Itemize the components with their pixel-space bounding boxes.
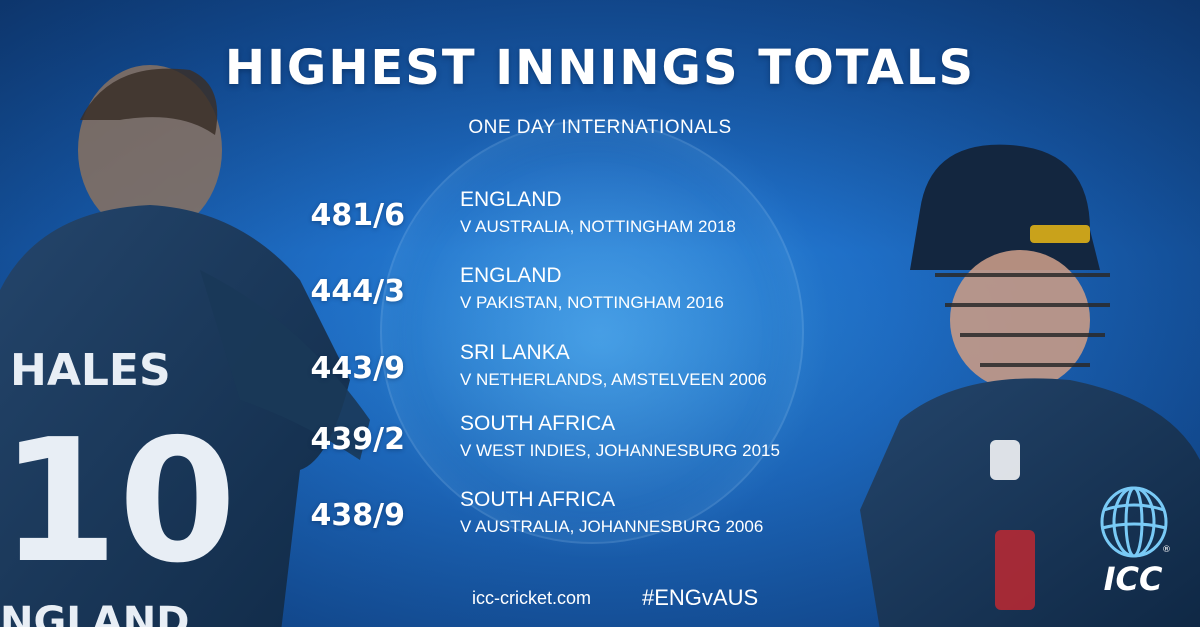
list-item: 438/9 SOUTH AFRICA V AUSTRALIA, JOHANNES…	[0, 486, 1200, 546]
page-title: HIGHEST INNINGS TOTALS	[224, 40, 976, 96]
shirt-name: HALES	[10, 345, 171, 396]
list-item: 481/6 ENGLAND V AUSTRALIA, NOTTINGHAM 20…	[0, 186, 1200, 246]
innings-opponent: V AUSTRALIA, NOTTINGHAM 2018	[460, 217, 736, 236]
innings-team: ENGLAND	[460, 188, 562, 211]
innings-team: ENGLAND	[460, 264, 562, 287]
shirt-team: NGLAND	[0, 599, 189, 627]
player-left-image: HALES 10 NGLAND	[0, 65, 370, 627]
list-item: 439/2 SOUTH AFRICA V WEST INDIES, JOHANN…	[0, 410, 1200, 470]
footer-hashtag: #ENGvAUS	[642, 585, 759, 610]
innings-team: SOUTH AFRICA	[460, 488, 616, 511]
icc-logo-text: ICC	[1103, 560, 1163, 598]
glow-ring	[380, 120, 804, 544]
innings-team: SOUTH AFRICA	[460, 412, 616, 435]
shirt-number: 10	[0, 403, 237, 601]
innings-score: 444/3	[310, 274, 405, 309]
list-item: 443/9 SRI LANKA V NETHERLANDS, AMSTELVEE…	[0, 339, 1200, 399]
innings-opponent: V WEST INDIES, JOHANNESBURG 2015	[460, 441, 780, 460]
icc-globe-logo-icon: ®	[1100, 486, 1171, 558]
player-right-image	[860, 144, 1200, 627]
page-subtitle: ONE DAY INTERNATIONALS	[468, 117, 732, 138]
innings-opponent: V AUSTRALIA, JOHANNESBURG 2006	[460, 517, 764, 536]
svg-text:®: ®	[1162, 545, 1171, 555]
innings-score: 439/2	[310, 422, 405, 457]
innings-team: SRI LANKA	[460, 341, 570, 364]
innings-opponent: V NETHERLANDS, AMSTELVEEN 2006	[460, 370, 767, 389]
innings-score: 481/6	[310, 198, 405, 233]
footer-website-link[interactable]: icc-cricket.com	[472, 588, 592, 608]
innings-score: 438/9	[310, 498, 405, 533]
innings-score: 443/9	[310, 351, 405, 386]
list-item: 444/3 ENGLAND V PAKISTAN, NOTTINGHAM 201…	[0, 262, 1200, 322]
innings-opponent: V PAKISTAN, NOTTINGHAM 2016	[460, 293, 724, 312]
